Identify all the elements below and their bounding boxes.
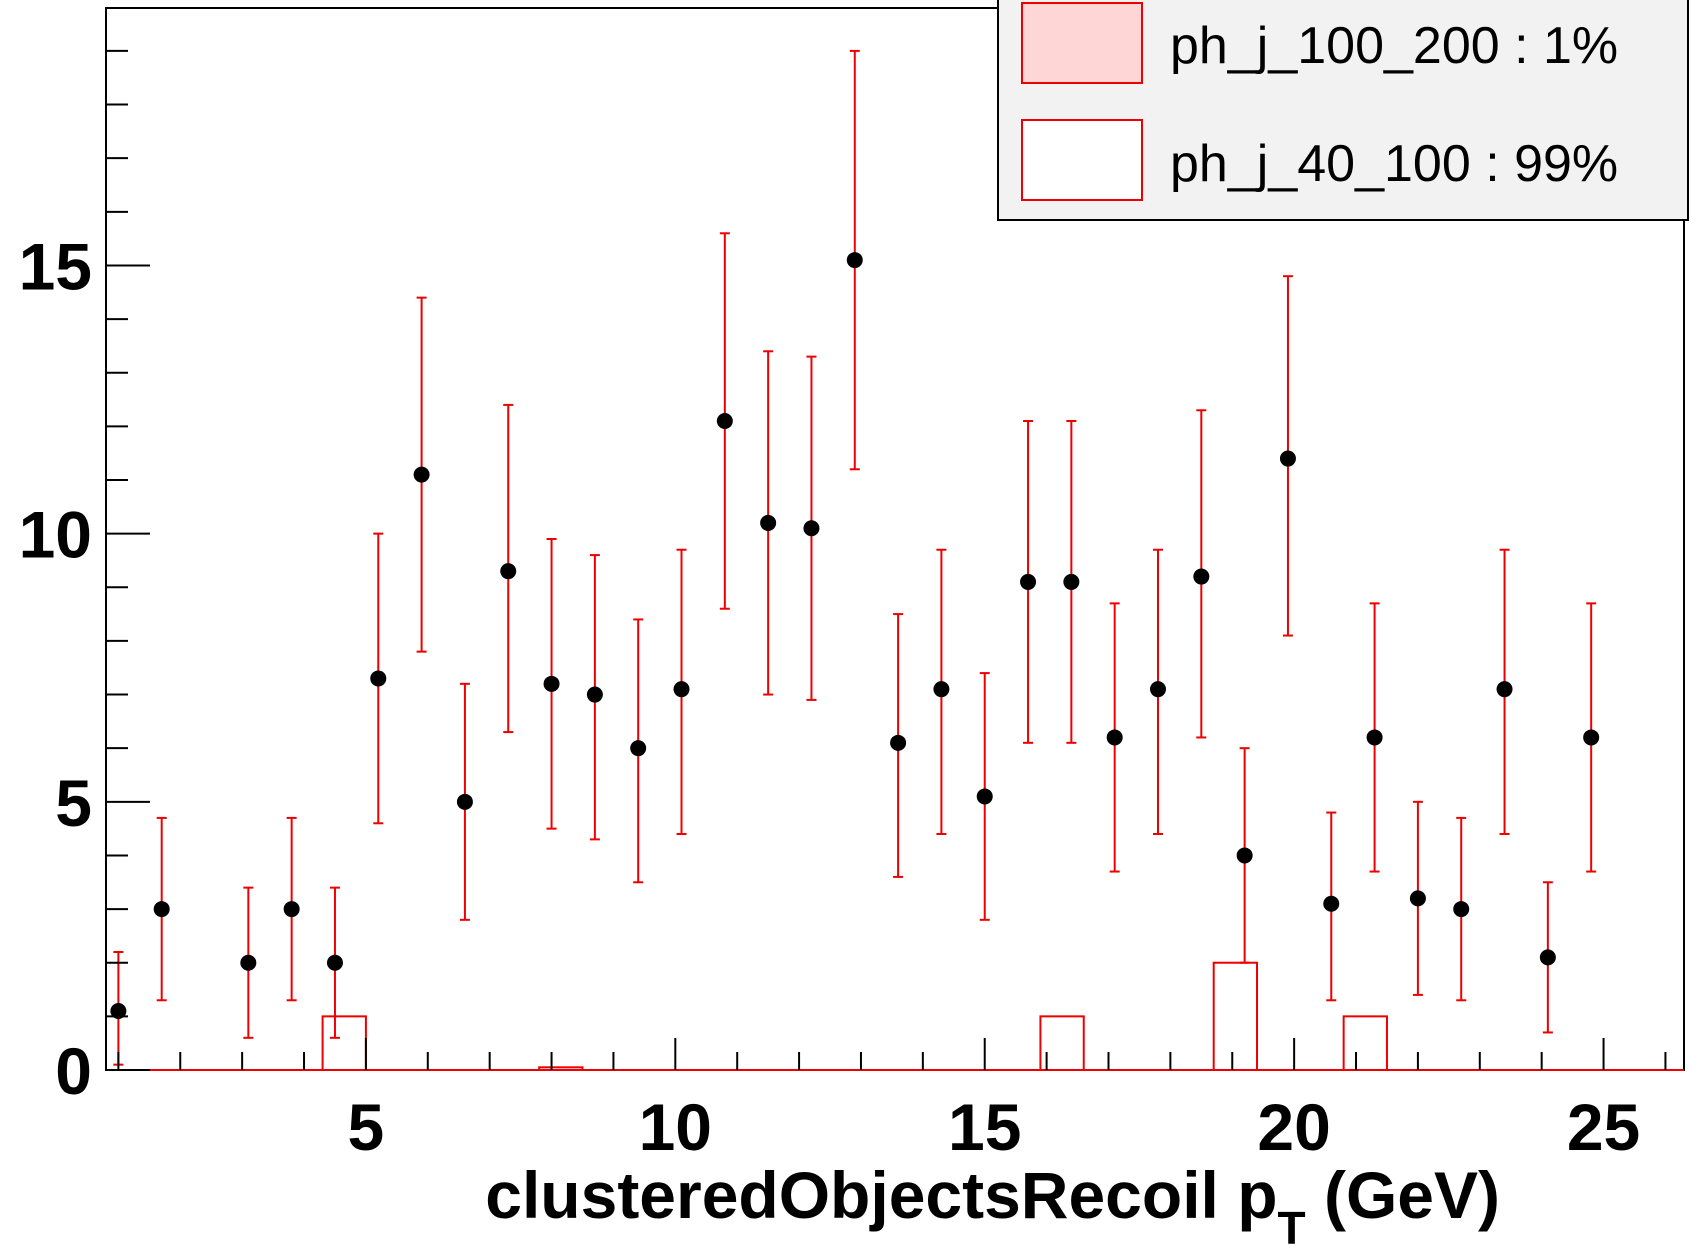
data-point-31 xyxy=(1496,681,1513,698)
x-axis-title-main: clusteredObjectsRecoil p xyxy=(485,1158,1277,1232)
x-axis-title: clusteredObjectsRecoil pT (GeV) xyxy=(485,1158,1500,1254)
data-point-26 xyxy=(1279,450,1296,467)
data-point-33 xyxy=(1583,729,1600,746)
data-point-25 xyxy=(1236,847,1253,864)
data-point-15 xyxy=(803,520,820,537)
legend-swatch-ph-j-40-100 xyxy=(1021,119,1143,201)
histogram-bar-2 xyxy=(1039,1015,1085,1072)
data-point-8 xyxy=(500,563,517,580)
histogram-bar-1 xyxy=(538,1066,584,1072)
data-point-21 xyxy=(1063,573,1080,590)
legend: ph_j_100_200 : 1% ph_j_40_100 : 99% xyxy=(997,0,1689,221)
x-tick-label-25: 25 xyxy=(1567,1090,1640,1164)
histogram-bar-4 xyxy=(1342,1015,1388,1072)
x-tick-label-20: 20 xyxy=(1257,1090,1330,1164)
y-tick-label-10: 10 xyxy=(19,498,92,572)
y-tick-label-0: 0 xyxy=(55,1034,92,1108)
histogram-bar-3 xyxy=(1212,961,1259,1072)
x-tick-label-5: 5 xyxy=(348,1090,385,1164)
data-point-30 xyxy=(1453,901,1470,918)
data-point-17 xyxy=(890,734,907,751)
x-tick-label-15: 15 xyxy=(948,1090,1021,1164)
histogram-bar-0 xyxy=(321,1015,367,1072)
data-point-24 xyxy=(1193,568,1210,585)
data-point-16 xyxy=(846,252,863,269)
data-point-2 xyxy=(240,954,257,971)
data-point-10 xyxy=(586,686,603,703)
x-axis: 5 10 15 20 25 xyxy=(117,1038,1667,1164)
x-axis-title-subscript: T xyxy=(1278,1202,1306,1254)
y-axis: 0 5 10 15 xyxy=(19,49,150,1108)
legend-label-ph-j-40-100: ph_j_40_100 : 99% xyxy=(1170,135,1618,193)
x-axis-title-unit: (GeV) xyxy=(1306,1158,1500,1232)
data-point-6 xyxy=(413,466,430,483)
data-point-7 xyxy=(456,793,473,810)
data-point-4 xyxy=(326,954,343,971)
data-point-23 xyxy=(1150,681,1166,698)
legend-swatch-ph-j-100-200 xyxy=(1021,2,1143,84)
y-tick-label-15: 15 xyxy=(19,229,92,303)
data-point-27 xyxy=(1323,895,1340,912)
data-point-32 xyxy=(1539,949,1556,966)
data-point-1 xyxy=(153,901,170,918)
data-point-20 xyxy=(1020,573,1037,590)
data-point-28 xyxy=(1366,729,1383,746)
marker-layer xyxy=(110,252,1600,1019)
data-point-13 xyxy=(716,413,733,429)
data-point-3 xyxy=(283,901,300,918)
data-point-0 xyxy=(110,1003,127,1019)
legend-label-ph-j-100-200: ph_j_100_200 : 1% xyxy=(1170,17,1618,75)
data-point-9 xyxy=(543,675,560,692)
data-point-11 xyxy=(630,740,647,757)
data-point-18 xyxy=(933,681,950,698)
data-point-29 xyxy=(1409,890,1426,907)
data-point-12 xyxy=(673,681,690,698)
data-point-14 xyxy=(760,514,777,531)
data-point-5 xyxy=(370,670,387,687)
y-tick-label-5: 5 xyxy=(55,766,92,840)
data-point-22 xyxy=(1106,729,1123,746)
x-tick-label-10: 10 xyxy=(639,1090,712,1164)
data-point-19 xyxy=(976,788,993,805)
histogram-layer xyxy=(106,961,1684,1072)
